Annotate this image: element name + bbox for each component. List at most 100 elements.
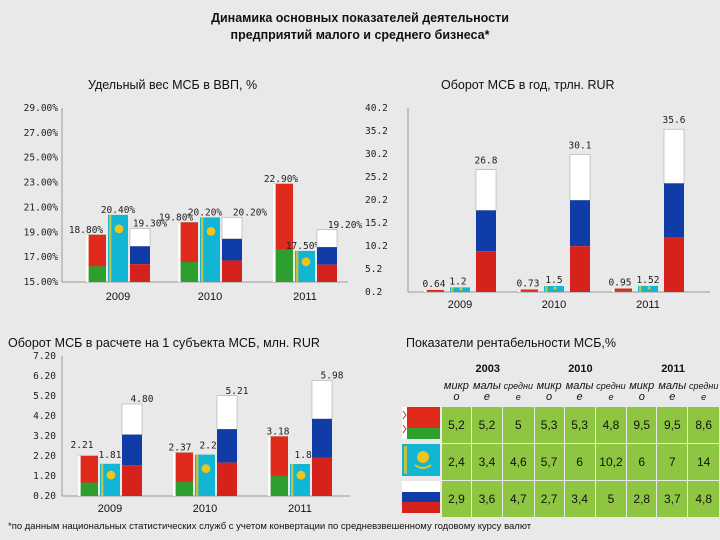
x-tick-label: 2009: [106, 291, 130, 303]
table-row: 2,9 3,6 4,7 2,7 3,4 5 2,8 3,7 4,8: [402, 480, 720, 518]
y-tick-label: 15.00%: [24, 277, 59, 288]
data-label: 1.80: [295, 450, 318, 461]
size-subheader: малы е: [473, 380, 501, 403]
slide-title-line2: предприятий малого и среднего бизнеса*: [230, 28, 490, 42]
belarus-bar: [173, 452, 193, 496]
table-cell: 3,7: [656, 480, 689, 518]
y-tick-label: 0.20: [33, 491, 56, 502]
data-label: 2.27: [200, 441, 223, 452]
russia-flag-icon: [402, 480, 441, 518]
russia-bar: [121, 403, 143, 496]
x-tick-label: 2009: [448, 299, 472, 311]
y-tick-label: 5.20: [33, 391, 56, 402]
belarus-bar: [424, 289, 444, 292]
table-cell: 5,2: [440, 406, 472, 444]
chart-turnover-per-entity: 7.20 6.20 5.20 4.20 3.20 2.20 1.20 0.20 2009 2010…: [33, 351, 350, 515]
table-cell: 5: [501, 406, 535, 444]
russia-bar: [663, 128, 685, 292]
size-subheader: малы е: [658, 380, 687, 403]
y-tick-label: 7.20: [33, 351, 56, 362]
y-tick-label: 23.00%: [24, 178, 59, 189]
size-subheader: малы е: [565, 380, 594, 403]
table-cell: 9,5: [626, 406, 658, 444]
y-tick-label: 27.00%: [24, 128, 59, 139]
y-tick-label: 4.20: [33, 411, 56, 422]
chart3-title: Оборот МСБ в расчете на 1 субъекта МСБ, …: [8, 336, 320, 350]
y-tick-label: 3.20: [33, 431, 56, 442]
data-label: 0.64: [423, 279, 446, 290]
table-row: 5,2 5,2 5 5,3 5,3 4,8 9,5 9,5 8,6: [402, 406, 720, 444]
data-label: 0.73: [517, 279, 540, 290]
kazakhstan-bar: [544, 286, 564, 292]
data-label: 1.52: [637, 275, 660, 286]
data-label: 1.5: [545, 275, 562, 286]
table-cell: 3,6: [470, 480, 503, 518]
footnote: *по данным национальных статистических с…: [8, 521, 532, 532]
kazakhstan-bar: [100, 463, 120, 496]
data-label: 20.40%: [101, 205, 136, 216]
table-cell: 4,7: [501, 480, 535, 518]
data-label: 0.95: [609, 278, 632, 289]
y-tick-label: 10.2: [365, 241, 388, 252]
table-cell: 4,8: [687, 480, 720, 518]
data-label: 20.20%: [188, 207, 223, 218]
table-cell: 6: [626, 443, 658, 481]
table-cell: 14: [687, 443, 720, 481]
y-tick-label: 1.20: [33, 471, 56, 482]
kazakhstan-bar: [295, 250, 315, 282]
y-tick-label: 25.00%: [24, 153, 59, 164]
y-tick-label: 2.20: [33, 451, 56, 462]
russia-bar: [221, 217, 243, 282]
data-label: 4.80: [131, 394, 154, 405]
kazakhstan-bar: [200, 217, 220, 282]
year-header: 2011: [661, 363, 686, 375]
table-cell: 9,5: [656, 406, 689, 444]
belarus-flag-icon: [402, 406, 441, 444]
table-row: 2,4 3,4 4,6 5,7 6 10,2 6 7 14: [402, 443, 720, 481]
table-cell: 10,2: [594, 443, 628, 481]
chart1-title: Удельный вес МСБ в ВВП, %: [88, 78, 258, 92]
table-cell: 5,2: [470, 406, 503, 444]
data-label: 26.8: [475, 156, 498, 167]
data-label: 2.37: [169, 443, 192, 454]
y-tick-label: 29.00%: [24, 103, 59, 114]
table-title: Показатели рентабельности МСБ,%: [406, 336, 616, 350]
chart-msb-gdp-share: 29.00% 27.00% 25.00% 23.00% 21.00% 19.00% 17.0…: [24, 103, 363, 303]
table-cell: 8,6: [687, 406, 720, 444]
size-subheader: средни е: [688, 381, 719, 402]
table-cell: 4,6: [501, 443, 535, 481]
size-subheader: средни е: [596, 381, 626, 402]
y-tick-label: 30.2: [365, 149, 388, 160]
y-tick-label: 17.00%: [24, 252, 59, 263]
data-label: 1.81: [99, 450, 122, 461]
slide-title: Динамика основных показателей деятельнос…: [150, 10, 570, 44]
table-cell: 6: [563, 443, 596, 481]
data-label: 19.20%: [328, 220, 363, 231]
size-subheader: микр о: [629, 380, 655, 403]
table-cell: 5,7: [533, 443, 565, 481]
size-subheader: средни е: [503, 381, 533, 402]
y-tick-label: 0.2: [365, 287, 382, 298]
kazakhstan-bar: [290, 464, 310, 496]
russia-bar: [216, 395, 238, 496]
kazakhstan-bar: [450, 287, 470, 292]
table-cell: 5,3: [533, 406, 565, 444]
slide-title-line1: Динамика основных показателей деятельнос…: [211, 11, 509, 25]
y-tick-label: 6.20: [33, 371, 56, 382]
kazakhstan-bar: [195, 454, 215, 496]
belarus-bar: [178, 222, 198, 282]
russia-bar: [569, 154, 591, 292]
data-label: 19.30%: [133, 219, 168, 230]
x-tick-label: 2011: [636, 299, 660, 311]
size-subheader: микр о: [536, 380, 562, 403]
x-tick-label: 2010: [198, 291, 222, 303]
belarus-bar: [78, 455, 98, 496]
data-label: 19.80%: [159, 212, 194, 223]
y-tick-label: 15.2: [365, 218, 388, 229]
belarus-bar: [612, 288, 632, 292]
belarus-bar: [273, 183, 293, 282]
data-label: 30.1: [569, 140, 592, 151]
y-tick-label: 40.2: [365, 103, 388, 114]
table-cell: 4,8: [594, 406, 628, 444]
profitability-table: 2003 2010 2011 микр о малы е средни е ми…: [402, 360, 720, 518]
